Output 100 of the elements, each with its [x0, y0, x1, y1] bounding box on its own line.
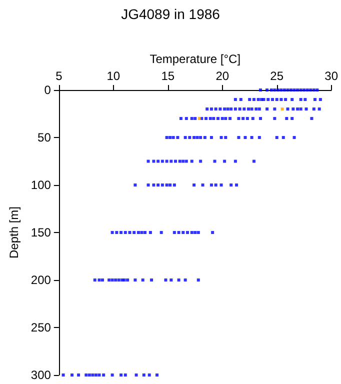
point — [110, 278, 114, 282]
point — [77, 374, 80, 376]
point — [285, 117, 288, 120]
y-tick-label: 200 — [30, 273, 52, 287]
point — [310, 117, 314, 120]
point — [146, 184, 150, 186]
point — [266, 88, 269, 92]
point — [134, 184, 137, 186]
point — [172, 136, 175, 139]
x-tick-label: 10 — [106, 69, 120, 83]
point — [110, 374, 114, 376]
point — [256, 98, 260, 101]
point — [258, 136, 261, 139]
point — [204, 117, 208, 120]
point — [98, 278, 101, 282]
point — [93, 278, 96, 282]
point — [98, 374, 101, 376]
point — [136, 231, 140, 234]
y-tick-label: 0 — [44, 83, 52, 97]
point — [299, 88, 302, 92]
point — [230, 184, 233, 186]
point — [234, 98, 237, 101]
point — [248, 98, 252, 101]
point — [126, 278, 130, 282]
point — [156, 184, 160, 186]
point — [62, 374, 65, 376]
point — [306, 88, 309, 92]
point — [179, 117, 182, 120]
point — [170, 278, 173, 282]
point — [184, 117, 188, 120]
point — [184, 278, 187, 282]
point — [174, 160, 178, 163]
x-tick-label: 5 — [56, 69, 63, 83]
point — [160, 160, 164, 163]
point — [192, 136, 196, 139]
point — [237, 136, 240, 139]
point — [196, 136, 199, 139]
point — [199, 160, 202, 163]
point — [190, 231, 194, 234]
point — [224, 136, 228, 139]
point — [226, 108, 230, 110]
point — [210, 136, 213, 139]
point — [196, 231, 200, 234]
point — [168, 136, 172, 139]
point — [282, 88, 286, 92]
point — [84, 374, 88, 376]
point — [194, 117, 197, 120]
y-tick-label: 250 — [30, 320, 52, 334]
point — [275, 136, 278, 139]
point — [230, 108, 233, 110]
point — [309, 88, 312, 92]
point — [292, 108, 295, 110]
point — [224, 117, 228, 120]
point — [218, 108, 222, 110]
point — [246, 117, 249, 120]
point — [148, 374, 151, 376]
point — [132, 231, 136, 234]
point — [273, 108, 276, 110]
point — [148, 231, 152, 234]
point — [176, 136, 180, 139]
point — [266, 108, 269, 110]
point — [155, 374, 158, 376]
point — [178, 160, 182, 163]
point — [206, 108, 209, 110]
point — [290, 117, 294, 120]
point — [165, 184, 168, 186]
point — [280, 108, 284, 110]
point — [128, 231, 132, 234]
point — [177, 278, 180, 282]
point — [270, 98, 274, 101]
point — [152, 184, 156, 186]
point — [296, 108, 300, 110]
y-tick-label: 300 — [30, 368, 52, 382]
point — [170, 160, 173, 163]
point — [220, 136, 223, 139]
point — [220, 184, 223, 186]
point — [134, 278, 137, 282]
point — [270, 88, 273, 92]
point — [214, 184, 218, 186]
point — [242, 108, 246, 110]
point — [304, 108, 308, 110]
point — [318, 98, 322, 101]
point — [234, 108, 237, 110]
point — [292, 136, 296, 139]
point — [165, 136, 168, 139]
point — [210, 108, 213, 110]
point — [182, 160, 185, 163]
point — [238, 108, 242, 110]
point — [250, 136, 254, 139]
point — [120, 374, 123, 376]
point — [201, 184, 204, 186]
point — [234, 160, 237, 163]
point — [280, 88, 283, 92]
point — [273, 117, 276, 120]
point — [318, 108, 321, 110]
point — [152, 160, 156, 163]
point — [102, 374, 106, 376]
point — [156, 160, 160, 163]
point — [251, 117, 254, 120]
point — [258, 108, 261, 110]
